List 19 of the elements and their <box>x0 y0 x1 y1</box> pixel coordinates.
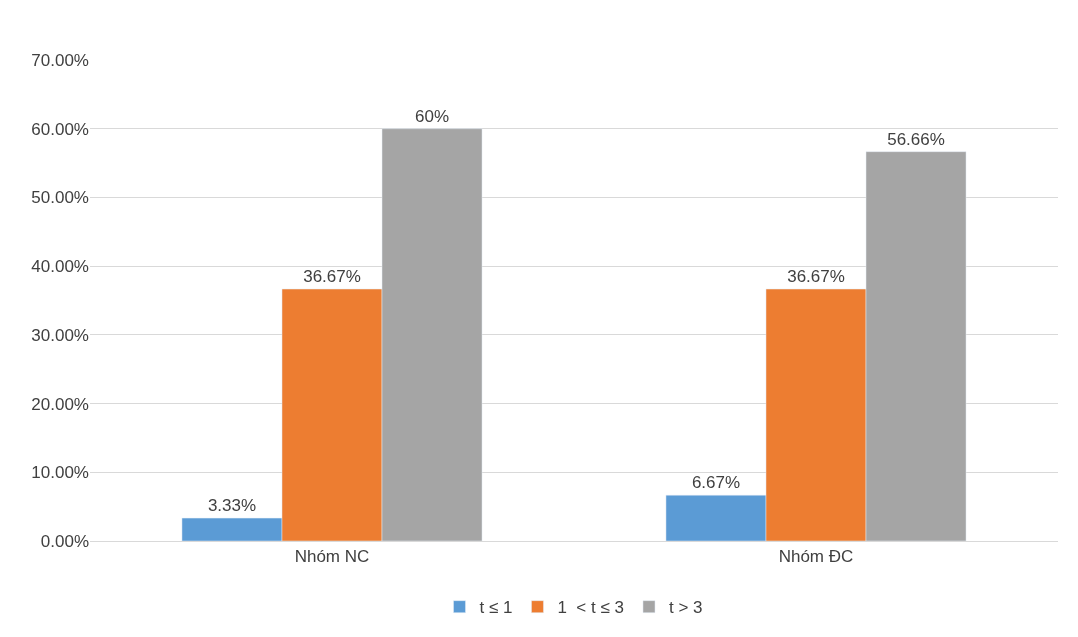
y-tick-label: 50.00% <box>31 188 89 208</box>
data-label: 36.67% <box>303 267 361 287</box>
data-label: 56.66% <box>887 129 945 149</box>
y-tick-label: 70.00% <box>31 50 89 70</box>
data-label: 6.67% <box>691 473 741 493</box>
legend-label: t ≤ 1 <box>479 598 513 618</box>
y-tick-label: 0.00% <box>40 531 89 551</box>
y-tick-label: 10.00% <box>31 463 89 483</box>
y-tick-label: 20.00% <box>31 394 89 414</box>
x-tick-label: Nhóm ĐC <box>778 547 854 567</box>
legend-label: t > 3 <box>668 598 703 618</box>
data-label: 60% <box>415 106 450 126</box>
data-label: 3.33% <box>207 496 257 516</box>
legend-label: 1 < t ≤ 3 <box>557 598 624 618</box>
y-tick-label: 60.00% <box>31 119 89 139</box>
y-tick-label: 40.00% <box>31 257 89 277</box>
x-tick-label: Nhóm NC <box>294 547 370 567</box>
data-label: 36.67% <box>787 267 845 287</box>
y-tick-label: 30.00% <box>31 325 89 345</box>
